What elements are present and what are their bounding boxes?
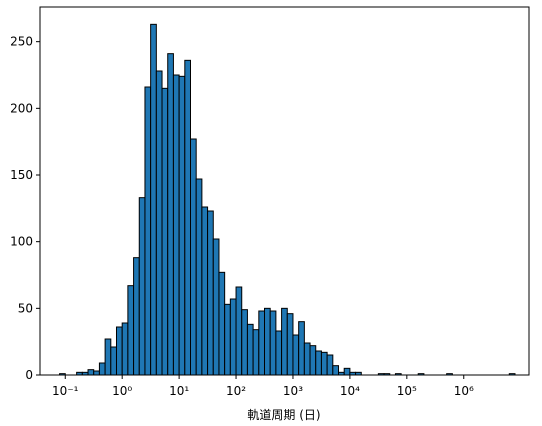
bar [155, 70, 163, 376]
y-tick-label: 250 [10, 35, 33, 49]
bar [286, 313, 294, 376]
plot-frame [39, 6, 530, 376]
bar [93, 370, 100, 376]
bar [320, 351, 328, 376]
bar [326, 354, 334, 376]
bar [309, 345, 317, 376]
bar [184, 59, 192, 376]
bar [127, 285, 135, 376]
bar [167, 53, 174, 376]
bar [87, 369, 95, 376]
bar [332, 365, 340, 376]
bar [275, 330, 283, 376]
bar [172, 74, 180, 376]
bar [207, 210, 214, 376]
bar [178, 75, 186, 376]
bar [161, 87, 169, 376]
x-tick-label: 10⁶ [454, 384, 474, 398]
bar [298, 321, 305, 376]
bar [258, 310, 266, 376]
bar [138, 197, 146, 376]
bar [121, 322, 129, 376]
bar [235, 286, 243, 376]
bar [110, 346, 117, 376]
y-tick-label: 0 [25, 368, 33, 382]
bar [315, 350, 322, 376]
bar [292, 334, 300, 376]
x-tick-label: 10⁰ [112, 384, 132, 398]
x-axis-label: 軌道周期 (日) [247, 407, 320, 422]
x-tick-label: 10⁻¹ [52, 384, 79, 398]
bar [229, 298, 237, 376]
bar [201, 206, 209, 376]
bar [144, 86, 152, 376]
bar [269, 310, 277, 376]
bar [224, 303, 231, 376]
bar [115, 326, 123, 376]
y-tick-label: 50 [18, 301, 33, 315]
y-tick-label: 100 [10, 235, 33, 249]
bar [264, 307, 271, 376]
y-tick-label: 150 [10, 168, 33, 182]
bar [218, 271, 226, 376]
bar [343, 367, 351, 376]
bar [246, 323, 254, 376]
bar [104, 338, 112, 376]
x-tick-label: 10⁴ [340, 384, 360, 398]
y-tick-label: 200 [10, 101, 33, 115]
bar [150, 23, 157, 376]
x-tick-label: 10² [226, 384, 246, 398]
bar [281, 307, 288, 376]
bar [303, 342, 311, 376]
bar [241, 309, 248, 376]
x-tick-label: 10¹ [169, 384, 189, 398]
bar [133, 257, 140, 376]
bar [190, 138, 197, 376]
bar [252, 329, 260, 376]
x-tick-label: 10⁵ [397, 384, 417, 398]
bar [98, 362, 106, 376]
bar [212, 238, 220, 376]
bar [195, 178, 203, 376]
x-tick-label: 10³ [283, 384, 303, 398]
